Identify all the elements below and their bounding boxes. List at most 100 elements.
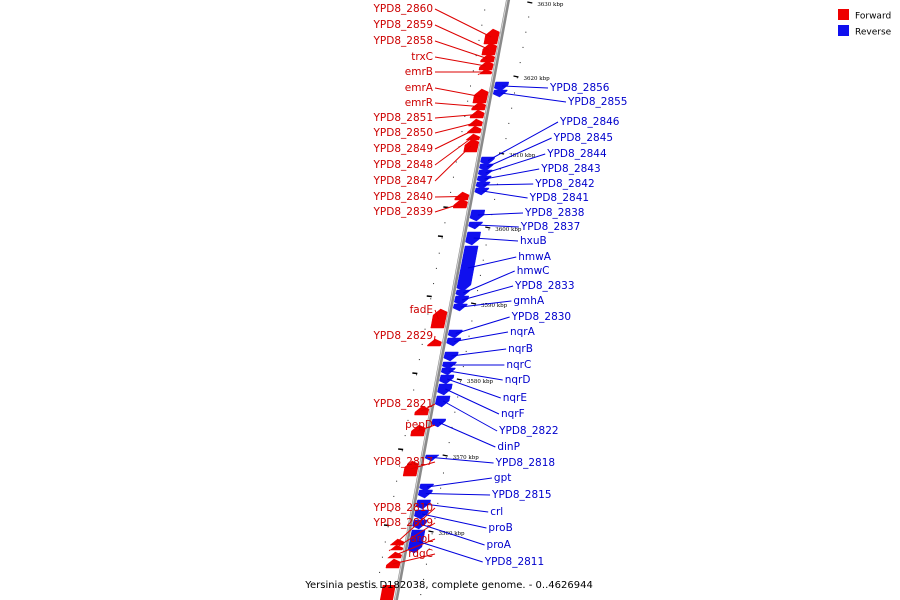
gene-label[interactable]: YPD8_2859 [373,19,433,31]
gene-label[interactable]: YPD8_2822 [498,425,558,437]
gene-label[interactable]: rdgC [408,548,433,560]
gene-label[interactable]: YPD8_2860 [373,3,433,15]
gene-label[interactable]: nqrB [508,343,533,355]
gene-label[interactable]: emrR [405,97,433,109]
gene-emrR[interactable] [471,101,487,111]
gene-gpt[interactable] [419,483,434,492]
gene-arrow[interactable] [493,81,510,92]
gene-label[interactable]: YPD8_2838 [524,207,584,219]
gene-arrow[interactable] [447,329,463,339]
gene-arrow[interactable] [465,231,482,246]
gene-label[interactable]: YPD8_2842 [534,178,594,190]
gene-nqrE[interactable] [439,374,455,385]
gene-label[interactable]: nqrA [510,326,536,338]
gene-arrow[interactable] [452,303,468,312]
gene-label[interactable]: YPD8_2839 [373,206,433,218]
gene-arrow[interactable] [468,221,483,230]
gene-label[interactable]: crl [490,506,503,518]
gene-label[interactable]: YPD8_2848 [373,159,433,171]
gene-emrA[interactable] [472,88,489,104]
gene-YPD8_2811[interactable] [407,529,426,554]
gene-label[interactable]: proB [488,522,512,534]
gene-YPD8_2859[interactable] [481,42,498,56]
gene-arrow[interactable] [417,489,433,499]
gene-YPD8_2841[interactable] [474,187,490,196]
gene-label[interactable]: YPD8_2858 [373,35,433,47]
gene-label[interactable]: YPD8_2840 [373,191,433,203]
gene-arrow[interactable] [471,101,487,111]
gene-label[interactable]: YPD8_2818 [495,457,555,469]
gene-YPD8_2858[interactable] [480,53,496,63]
gene-label[interactable]: nqrD [505,374,531,386]
gene-label[interactable]: emrB [405,66,433,78]
gene-arrow[interactable] [483,28,500,45]
gene-label[interactable]: YPD8_2817 [373,456,433,468]
gene-label[interactable]: YPD8_2833 [514,280,574,292]
gene-arrow[interactable] [453,295,470,306]
gene-label[interactable]: YPD8_2844 [546,148,607,160]
gene-label[interactable]: YPD8_2843 [540,163,600,175]
gene-arrow[interactable] [424,454,440,462]
gene-YPD8_2855[interactable] [492,89,508,98]
gene-arrow[interactable] [454,191,470,201]
gene-fadE[interactable] [430,308,448,329]
gene-proA[interactable] [412,519,428,530]
gene-label[interactable]: pepD [405,419,433,431]
gene-label[interactable]: hmwA [518,251,551,263]
gene-YPD8_2833[interactable] [453,295,470,306]
gene-label[interactable]: YPD8_2809 [373,517,433,529]
gene-YPD8_2830[interactable] [447,329,463,339]
gene-YPD8_2822[interactable] [434,395,451,408]
gene-label[interactable]: YPD8_2811 [484,556,544,568]
gene-label[interactable]: YPD8_2837 [520,221,580,233]
gene-label[interactable]: nqrC [506,359,531,371]
gene-label[interactable]: YPD8_2815 [491,489,551,501]
gene-arrow[interactable] [439,374,455,385]
gene-arrow[interactable] [472,88,489,104]
gene-label[interactable]: YPD8_2810 [373,502,433,514]
gene-YPD8_2856[interactable] [493,81,510,92]
gene-trxC[interactable] [478,60,494,71]
gene-YPD8_2838[interactable] [469,209,486,222]
gene-label[interactable]: YPD8_2830 [511,311,571,323]
gene-label[interactable]: nqrE [503,392,527,404]
gene-label[interactable]: emrA [405,82,434,94]
gene-label[interactable]: nqrF [501,408,525,420]
gene-arrow[interactable] [434,395,451,408]
gene-arrow[interactable] [415,499,431,510]
gene-label[interactable]: YPD8_2829 [373,330,433,342]
gene-hmwA[interactable] [456,245,479,292]
gene-arrow[interactable] [419,483,434,492]
gene-arrow[interactable] [412,519,428,530]
gene-YPD8_2840[interactable] [454,191,470,201]
gene-arrow[interactable] [474,187,490,196]
gene-label[interactable]: aroL [410,533,433,545]
gene-arrow[interactable] [481,42,498,56]
gene-arrow[interactable] [469,109,485,119]
gene-label[interactable]: hxuB [520,235,547,247]
gene-label[interactable]: YPD8_2855 [567,96,627,108]
gene-arrow[interactable] [475,181,491,190]
gene-arrow[interactable] [437,383,453,396]
gene-arrow[interactable] [480,53,496,63]
gene-YPD8_2839[interactable] [452,198,468,209]
gene-label[interactable]: YPD8_2841 [529,192,589,204]
gene-YPD8_2843[interactable] [476,175,492,184]
gene-label[interactable]: YPD8_2856 [549,82,610,94]
gene-label[interactable]: gpt [494,472,511,484]
gene-arrow[interactable] [465,133,481,141]
gene-proB[interactable] [413,509,430,520]
gene-arrow[interactable] [413,509,430,520]
gene-arrow[interactable] [440,367,456,376]
gene-YPD8_2815[interactable] [417,489,433,499]
gene-YPD8_2842[interactable] [475,181,491,190]
gene-hxuB[interactable] [465,231,482,246]
gene-arrow[interactable] [478,60,494,71]
gene-label[interactable]: trxC [411,51,433,63]
gene-nqrB[interactable] [443,351,459,362]
gene-label[interactable]: YPD8_2847 [373,175,433,187]
gene-label[interactable]: gmhA [513,295,545,307]
gene-arrow[interactable] [468,118,483,127]
gene-YPD8_2851[interactable] [469,109,485,119]
gene-nqrF[interactable] [437,383,453,396]
